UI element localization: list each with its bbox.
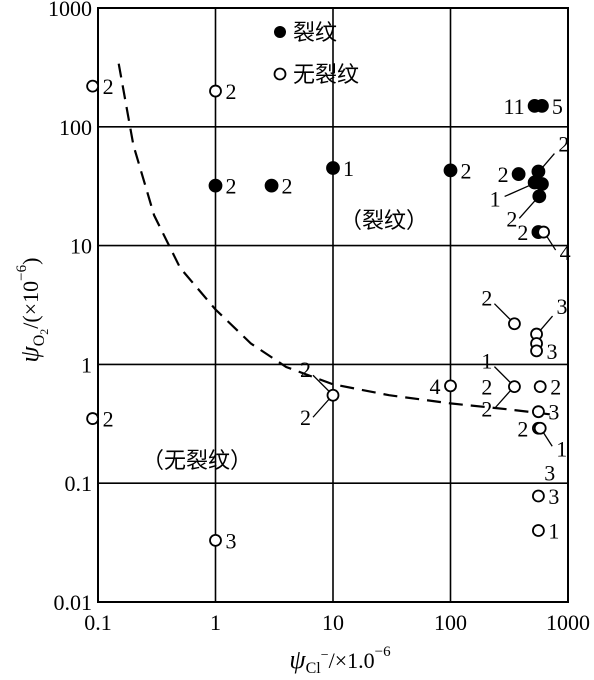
point-label: 2 <box>461 158 472 183</box>
point-label: 1 <box>490 186 501 211</box>
point-label: 2 <box>103 74 114 99</box>
point-label: 2 <box>498 162 509 187</box>
plot-frame <box>97 7 569 603</box>
point-label: 2 <box>481 375 492 400</box>
data-point-no-crack <box>326 388 340 402</box>
point-label: 4 <box>560 240 571 265</box>
data-point-crack <box>208 178 223 193</box>
grid <box>97 7 569 603</box>
data-point-crack <box>511 167 526 181</box>
x-tick-label: 1000 <box>546 610 590 635</box>
point-label: 4 <box>430 374 441 399</box>
legend-marker-filled <box>274 26 286 38</box>
label-leader-line <box>312 374 330 392</box>
point-label: 2 <box>506 206 517 231</box>
data-point-no-crack <box>209 534 222 547</box>
x-axis-label: ψCl−/×1.0−6 <box>289 644 391 677</box>
point-label: 2 <box>550 375 561 400</box>
point-label: 2 <box>300 357 311 382</box>
point-label: 2 <box>300 405 311 430</box>
data-point-crack <box>535 177 549 191</box>
point-label: 3 <box>557 294 568 319</box>
data-point-no-crack <box>444 379 457 393</box>
region-label-crack: （裂纹） <box>340 209 428 234</box>
legend-label-crack: 裂纹 <box>293 21 337 46</box>
label-leader-line <box>493 303 511 321</box>
data-point-no-crack <box>530 344 543 358</box>
data-points <box>86 79 551 547</box>
point-label: 2 <box>558 132 569 157</box>
y-tick-label: 1000 <box>48 0 92 21</box>
label-leader-line <box>540 315 554 331</box>
data-point-crack <box>264 178 279 193</box>
y-tick-label: 10 <box>70 234 92 259</box>
data-point-crack <box>532 189 547 204</box>
data-point-crack <box>535 98 549 113</box>
point-label: 2 <box>103 407 114 432</box>
point-label: 11 <box>503 94 524 119</box>
legend-label-no-crack: 无裂纹 <box>293 63 359 88</box>
x-axis-ticks: 0.1 1 10 100 1000 <box>84 610 590 635</box>
data-point-no-crack <box>86 79 100 93</box>
data-point-no-crack <box>532 524 545 537</box>
label-leader-line <box>546 235 557 251</box>
x-tick-label: 1 <box>210 610 221 635</box>
data-point-no-crack <box>532 405 545 419</box>
point-label: 1 <box>343 156 354 181</box>
point-label: 1 <box>556 436 567 461</box>
label-leader-line <box>518 199 536 219</box>
point-label: 3 <box>547 339 558 364</box>
point-label: 3 <box>226 528 237 553</box>
boundary-dashed-curve <box>117 63 550 416</box>
point-label: 3 <box>548 484 559 509</box>
point-label: 1 <box>481 349 492 374</box>
data-point-no-crack <box>532 489 545 503</box>
data-point-no-crack <box>537 225 551 239</box>
point-label: 5 <box>552 94 563 119</box>
data-point-no-crack <box>508 317 521 331</box>
x-tick-label: 100 <box>434 610 467 635</box>
data-point-no-crack <box>533 421 547 435</box>
legend-marker-open <box>273 67 287 81</box>
region-label-no-crack: （无裂纹） <box>142 449 252 474</box>
point-label: 2 <box>282 174 293 199</box>
y-tick-label: 1 <box>81 352 92 377</box>
legend: 裂纹 无裂纹 <box>273 21 359 88</box>
point-label: 2 <box>517 220 528 245</box>
x-tick-label: 0.1 <box>84 610 112 635</box>
label-leader-line <box>541 153 555 168</box>
y-axis-label: ψO2/(×10−6) <box>14 258 51 363</box>
y-tick-label: 100 <box>59 115 92 140</box>
point-label: 3 <box>544 460 555 485</box>
data-point-no-crack <box>86 412 100 425</box>
data-point-crack <box>443 163 458 178</box>
x-tick-label: 10 <box>322 610 344 635</box>
label-leader-line <box>493 390 511 410</box>
label-leader-line <box>504 184 530 198</box>
data-point-no-crack <box>209 84 222 98</box>
label-leader-line <box>542 431 553 447</box>
point-label: 2 <box>481 286 492 311</box>
y-tick-label: 0.1 <box>65 471 93 496</box>
y-axis-ticks: 0.01 0.1 1 10 100 1000 <box>48 0 92 615</box>
point-label: 3 <box>548 400 559 425</box>
label-leader-line <box>493 366 511 384</box>
point-label: 2 <box>481 397 492 422</box>
y-tick-label: 0.01 <box>54 590 93 615</box>
data-point-no-crack <box>533 380 547 394</box>
data-point-no-crack <box>508 380 521 394</box>
point-label: 2 <box>517 416 528 441</box>
data-point-crack <box>326 161 340 175</box>
point-label: 2 <box>226 79 237 104</box>
label-leader-line <box>312 398 330 418</box>
point-label: 1 <box>548 518 559 543</box>
point-label: 2 <box>226 174 237 199</box>
